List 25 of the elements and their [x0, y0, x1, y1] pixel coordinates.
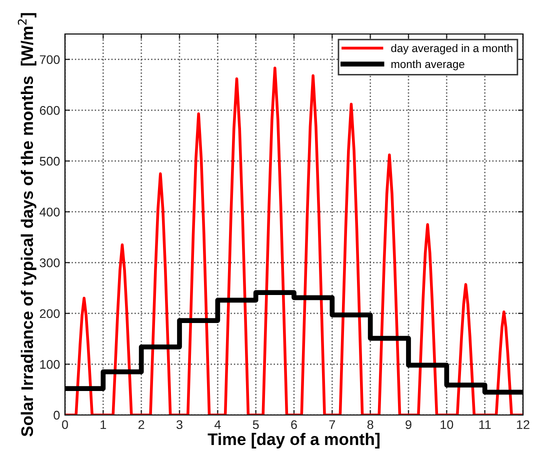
legend-label: month average	[391, 60, 464, 70]
x-tick-label: 7	[329, 420, 336, 429]
x-tick-label: 0	[62, 420, 68, 430]
y-tick-label: 400	[40, 208, 60, 216]
x-tick-label: 5	[252, 420, 259, 430]
y-tick-label: 200	[40, 309, 60, 318]
x-tick-label: 9	[406, 420, 412, 430]
y-tick-label: 0	[54, 410, 60, 420]
x-tick-label: 4	[214, 420, 221, 429]
y-tick-label: 100	[40, 360, 60, 369]
x-tick-label: 10	[440, 420, 454, 430]
y-tick-label: 300	[40, 258, 60, 268]
x-tick-label: 2	[138, 420, 144, 429]
x-tick-label: 3	[176, 420, 182, 430]
y-tick-label: 700	[40, 55, 60, 64]
legend-label: day averaged in a month	[391, 44, 512, 54]
y-tick-label: 600	[40, 106, 60, 115]
x-axis-title: Time [day of a month]	[208, 432, 380, 448]
x-tick-label: 1	[100, 420, 106, 429]
x-tick-label: 6	[291, 420, 297, 430]
x-tick-label: 8	[367, 420, 374, 430]
x-tick-label: 12	[517, 420, 530, 429]
y-tick-label: 500	[40, 156, 60, 166]
y-axis-title: Solar Irradiance of typical days of the months [W/m$^{2}$]	[18, 13, 36, 436]
x-tick-label: 11	[479, 420, 491, 429]
